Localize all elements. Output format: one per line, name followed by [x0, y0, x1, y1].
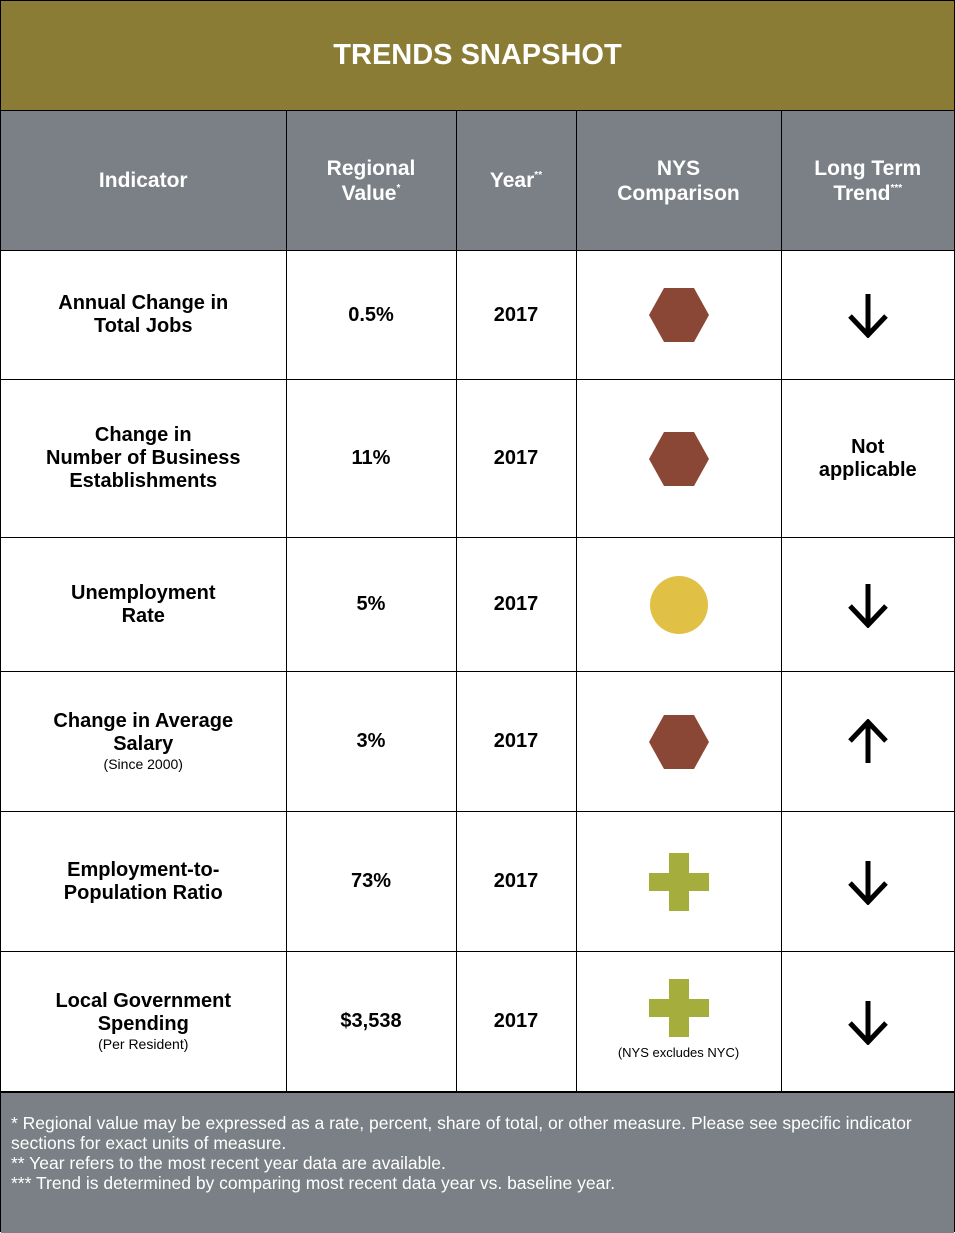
up-arrow: [847, 718, 888, 763]
indicator-line: Unemployment: [71, 581, 216, 604]
indicator-line: Rate: [121, 604, 165, 627]
header-line: Value*: [341, 181, 401, 205]
footnote: * Regional value may be expressed as a r…: [11, 1113, 912, 1153]
header-line: Comparison: [617, 181, 740, 205]
title: TRENDS SNAPSHOT: [1, 1, 954, 111]
circle-icon: [649, 575, 708, 634]
snapshot-table: Indicator Regional Value* Year** NYS Comparis…: [1, 111, 954, 1092]
table-row: Change in Number of Business Establishment…: [1, 379, 954, 538]
footnote: *** Trend is determined by comparing mos…: [11, 1173, 616, 1193]
trend-cell: [780, 811, 954, 952]
indicator-note: (Per Resident): [98, 1036, 189, 1052]
indicator-cell: Unemployment Rate: [1, 537, 287, 672]
trend-cell: [780, 951, 954, 1092]
comparison-cell: [575, 379, 782, 538]
trend-cell: [780, 671, 954, 812]
value-cell: 3%: [285, 671, 457, 812]
trend-line: applicable: [818, 458, 917, 481]
trend-cell: Not applicable: [780, 379, 954, 538]
indicator-line: Population Ratio: [63, 881, 223, 904]
comparison-cell: [575, 671, 782, 812]
down-arrow: [847, 860, 888, 905]
indicator-cell: Annual Change in Total Jobs: [1, 250, 287, 380]
down-arrow: [847, 583, 888, 628]
footnotes: * Regional value may be expressed as a r…: [1, 1092, 954, 1233]
header-cell: NYS Comparison: [575, 111, 782, 251]
trend-cell: [780, 537, 954, 672]
comparison-note: (NYS excludes NYC): [617, 1045, 740, 1060]
indicator-line: Salary: [113, 733, 174, 755]
plus-icon: [648, 852, 709, 911]
year-cell: 2017: [455, 537, 577, 672]
comparison-cell: [575, 537, 782, 672]
header-mark: *: [396, 182, 401, 194]
indicator-line: Change in Average: [53, 710, 234, 732]
indicator-line: Spending: [97, 1013, 189, 1035]
value-cell: 5%: [285, 537, 457, 672]
table-row: Local Government Spending (Per Resident) $3…: [1, 951, 954, 1092]
indicator-cell: Employment-to- Population Ratio: [1, 811, 287, 952]
hexagon-icon: [648, 714, 709, 769]
indicator-line: Local Government: [55, 990, 232, 1012]
trend-line: Not: [851, 435, 885, 458]
indicator-cell: Local Government Spending (Per Resident): [1, 951, 287, 1092]
value-cell: 73%: [285, 811, 457, 952]
header-row: Indicator Regional Value* Year** NYS Comparis…: [1, 111, 954, 251]
indicator-line: Change in: [94, 424, 192, 446]
comparison-cell: (NYS excludes NYC): [575, 951, 782, 1092]
year-cell: 2017: [455, 671, 577, 812]
value-cell: $3,538: [285, 951, 457, 1092]
value-cell: 0.5%: [285, 250, 457, 380]
table-row: Employment-to- Population Ratio 73% 2017: [1, 811, 954, 952]
table-row: Change in Average Salary (Since 2000) 3% 201…: [1, 671, 954, 812]
table-row: Annual Change in Total Jobs 0.5% 2017: [1, 250, 954, 380]
year-cell: 2017: [455, 811, 577, 952]
year-cell: 2017: [455, 250, 577, 380]
indicator-cell: Change in Average Salary (Since 2000): [1, 671, 287, 812]
header-line: Trend***: [833, 181, 903, 205]
down-arrow: [847, 294, 888, 338]
header-cell: Long Term Trend***: [780, 111, 954, 251]
indicator-line: Total Jobs: [93, 315, 193, 337]
header-line: Long Term: [814, 156, 922, 180]
header-line: NYS: [656, 156, 701, 180]
header-cell: Indicator: [1, 111, 287, 251]
indicator-line: Establishments: [69, 470, 218, 492]
trend-cell: [780, 250, 954, 380]
indicator-line: Annual Change in: [58, 292, 229, 314]
indicator-cell: Change in Number of Business Establishment…: [1, 379, 287, 538]
footnote: ** Year refers to the most recent year d…: [11, 1153, 446, 1173]
header-cell: Year**: [455, 111, 577, 251]
hexagon-icon: [648, 288, 709, 342]
table-row: Unemployment Rate 5% 2017: [1, 537, 954, 672]
hexagon-icon: [648, 431, 709, 486]
plus-icon: [648, 979, 709, 1037]
header-line: Year**: [489, 169, 543, 192]
indicator-note: (Since 2000): [103, 756, 183, 772]
comparison-cell: [575, 811, 782, 952]
value-cell: 11%: [285, 379, 457, 538]
header-line: Indicator: [98, 169, 188, 192]
header-mark: ***: [890, 182, 903, 194]
header-line: Regional: [326, 156, 416, 180]
year-cell: 2017: [455, 951, 577, 1092]
year-cell: 2017: [455, 379, 577, 538]
comparison-cell: [575, 250, 782, 380]
indicator-line: Employment-to-: [67, 858, 220, 881]
header-cell: Regional Value*: [285, 111, 457, 251]
header-mark: **: [534, 170, 543, 181]
down-arrow: [847, 1000, 888, 1045]
indicator-line: Number of Business: [46, 447, 241, 469]
